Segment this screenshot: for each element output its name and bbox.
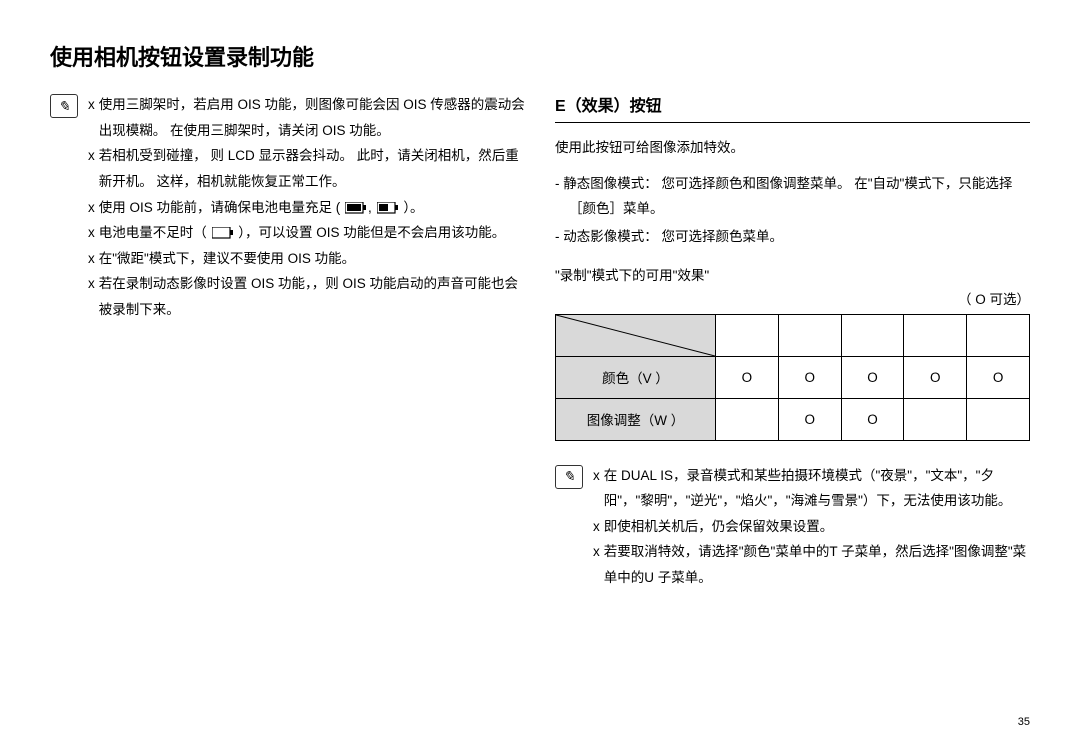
sub-item: - 静态图像模式： 您可选择颜色和图像调整菜单。 在"自动"模式下，只能选择［颜… — [555, 171, 1030, 222]
table-cell: O — [841, 398, 904, 440]
bullet: x — [88, 143, 95, 194]
table-cell: O — [841, 356, 904, 398]
note-text: 若在录制动态影像时设置 OIS 功能，，则 OIS 功能启动的声音可能也会被录制… — [99, 271, 525, 322]
right-column: E（效果）按钮 使用此按钮可给图像添加特效。 - 静态图像模式： 您可选择颜色和… — [555, 92, 1030, 591]
table-header-cell — [716, 314, 779, 356]
bullet: x — [88, 92, 95, 143]
note-text: 在"微距"模式下，建议不要使用 OIS 功能。 — [99, 246, 525, 272]
note-text-part: 电池电量不足时（ — [99, 225, 207, 240]
note-text: 使用 OIS 功能前，请确保电池电量充足 ( , ）。 — [99, 195, 525, 221]
sub-item: - 动态影像模式： 您可选择颜色菜单。 — [555, 224, 1030, 250]
effect-intro: 使用此按钮可给图像添加特效。 — [555, 135, 1030, 161]
bullet: x — [593, 539, 600, 590]
note-text: 即使相机关机后，仍会保留效果设置。 — [604, 514, 1030, 540]
battery-mid-icon — [377, 202, 399, 214]
bullet: x — [593, 463, 600, 514]
table-cell — [967, 398, 1030, 440]
table-header-cell — [904, 314, 967, 356]
content-columns: ✎ x 使用三脚架时，若启用 OIS 功能，则图像可能会因 OIS 传感器的震动… — [50, 92, 1030, 591]
table-cell: O — [778, 356, 841, 398]
note-item: x 在"微距"模式下，建议不要使用 OIS 功能。 — [88, 246, 525, 272]
table-cell: O — [904, 356, 967, 398]
effect-table-legend: （ O 可选） — [555, 288, 1030, 308]
note-item: x 若要取消特效，请选择"颜色"菜单中的T 子菜单，然后选择"图像调整"菜单中的… — [593, 539, 1030, 590]
note-item: x 电池电量不足时（ ），可以设置 OIS 功能但是不会启用该功能。 — [88, 220, 525, 246]
table-cell: O — [716, 356, 779, 398]
table-header-cell — [967, 314, 1030, 356]
left-note-list: x 使用三脚架时，若启用 OIS 功能，则图像可能会因 OIS 传感器的震动会出… — [88, 92, 525, 323]
effect-table-caption: "录制"模式下的可用"效果" — [555, 264, 1030, 284]
effect-heading: E（效果）按钮 — [555, 92, 1030, 123]
note-item: x 若相机受到碰撞， 则 LCD 显示器会抖动。 此时，请关闭相机，然后重新开机… — [88, 143, 525, 194]
bullet: x — [88, 195, 95, 221]
note-text-part: ），可以设置 OIS 功能但是不会启用该功能。 — [238, 225, 505, 240]
battery-empty-icon — [212, 227, 234, 239]
note-item: x 即使相机关机后，仍会保留效果设置。 — [593, 514, 1030, 540]
note-text: 电池电量不足时（ ），可以设置 OIS 功能但是不会启用该功能。 — [99, 220, 525, 246]
table-row-label: 图像调整（W ） — [556, 398, 716, 440]
effect-sub-list: - 静态图像模式： 您可选择颜色和图像调整菜单。 在"自动"模式下，只能选择［颜… — [555, 171, 1030, 250]
bullet: x — [593, 514, 600, 540]
table-cell: O — [967, 356, 1030, 398]
table-row-label: 颜色（V ） — [556, 356, 716, 398]
note-text: 使用三脚架时，若启用 OIS 功能，则图像可能会因 OIS 传感器的震动会出现模… — [99, 92, 525, 143]
left-column: ✎ x 使用三脚架时，若启用 OIS 功能，则图像可能会因 OIS 传感器的震动… — [50, 92, 525, 591]
note-item: x 在 DUAL IS，录音模式和某些拍摄环境模式（"夜景"，"文本"，"夕阳"… — [593, 463, 1030, 514]
battery-full-icon — [345, 202, 367, 214]
table-cell — [904, 398, 967, 440]
effect-table: 颜色（V ） O O O O O 图像调整（W ） O O — [555, 314, 1030, 441]
note-item: x 使用 OIS 功能前，请确保电池电量充足 ( , ）。 — [88, 195, 525, 221]
table-header-cell — [841, 314, 904, 356]
bullet: x — [88, 271, 95, 322]
page-title: 使用相机按钮设置录制功能 — [50, 40, 1030, 72]
left-note-box: ✎ x 使用三脚架时，若启用 OIS 功能，则图像可能会因 OIS 传感器的震动… — [50, 92, 525, 323]
note-item: x 若在录制动态影像时设置 OIS 功能，，则 OIS 功能启动的声音可能也会被… — [88, 271, 525, 322]
table-corner-cell — [556, 314, 716, 356]
table-header-row — [556, 314, 1030, 356]
page-number: 35 — [1018, 716, 1030, 728]
note-icon: ✎ — [555, 465, 583, 489]
right-note-box: ✎ x 在 DUAL IS，录音模式和某些拍摄环境模式（"夜景"，"文本"，"夕… — [555, 463, 1030, 591]
note-item: x 使用三脚架时，若启用 OIS 功能，则图像可能会因 OIS 传感器的震动会出… — [88, 92, 525, 143]
right-note-list: x 在 DUAL IS，录音模式和某些拍摄环境模式（"夜景"，"文本"，"夕阳"… — [593, 463, 1030, 591]
note-text: 在 DUAL IS，录音模式和某些拍摄环境模式（"夜景"，"文本"，"夕阳"，"… — [604, 463, 1030, 514]
note-text-part: ）。 — [403, 200, 423, 215]
table-cell: O — [778, 398, 841, 440]
note-text: 若要取消特效，请选择"颜色"菜单中的T 子菜单，然后选择"图像调整"菜单中的U … — [604, 539, 1030, 590]
table-cell — [716, 398, 779, 440]
note-text-part: 使用 OIS 功能前，请确保电池电量充足 ( — [99, 200, 341, 215]
note-icon: ✎ — [50, 94, 78, 118]
bullet: x — [88, 246, 95, 272]
table-row: 颜色（V ） O O O O O — [556, 356, 1030, 398]
table-row: 图像调整（W ） O O — [556, 398, 1030, 440]
note-text: 若相机受到碰撞， 则 LCD 显示器会抖动。 此时，请关闭相机，然后重新开机。 … — [99, 143, 525, 194]
bullet: x — [88, 220, 95, 246]
table-header-cell — [778, 314, 841, 356]
